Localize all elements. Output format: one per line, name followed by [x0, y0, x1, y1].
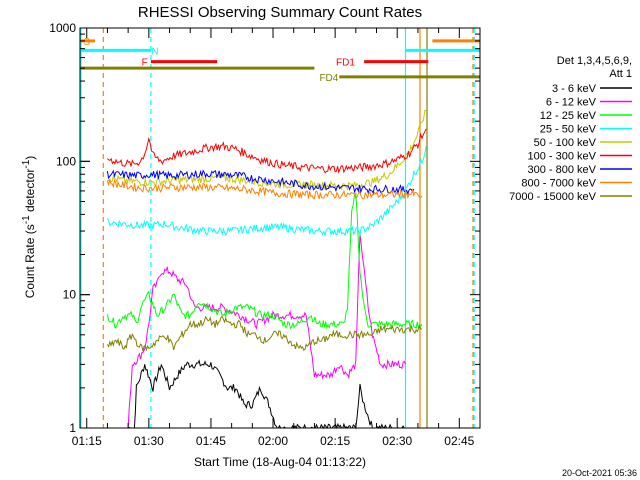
series-line [106, 178, 423, 200]
x-axis-label: Start Time (18-Aug-04 01:13:22) [194, 455, 366, 469]
series-line [106, 315, 423, 352]
x-tick-label: 01:45 [196, 434, 226, 448]
series-line [127, 233, 406, 428]
y-tick-label: 10 [63, 288, 77, 302]
y-label-sup2: -1 [21, 159, 32, 168]
y-axis-label: Count Rate (s-1 detector-1) [21, 156, 37, 299]
y-label-part1: Count Rate (s [23, 224, 37, 298]
series-line [107, 109, 427, 191]
x-tick-label: 02:45 [444, 434, 474, 448]
flag-label: N [151, 46, 158, 57]
legend-entry: 6 - 12 keV [546, 97, 597, 109]
chart-title: RHESSI Observing Summary Count Rates [138, 4, 422, 21]
legend-entry: 50 - 100 keV [534, 137, 597, 149]
y-tick-label: 1 [69, 421, 76, 435]
legend-entry: 12 - 25 keV [540, 110, 597, 122]
series-lines [106, 109, 427, 430]
x-tick-label: 01:30 [134, 434, 164, 448]
x-tick-label: 02:30 [382, 434, 412, 448]
axes: 1 10 100 1000 01:15 01:30 01:45 02:00 02:15 02:30… [49, 21, 481, 448]
legend-title: Det 1,3,4,5,6,9, [557, 55, 632, 67]
legend-entry: 3 - 6 keV [552, 83, 597, 95]
flag-label: F [142, 58, 148, 69]
x-tick-label: 02:15 [320, 434, 350, 448]
legend-entry: 300 - 800 keV [528, 164, 597, 176]
series-line [106, 191, 423, 331]
series-line [127, 359, 406, 430]
x-tick-label: 02:00 [258, 434, 288, 448]
series-line [106, 169, 415, 196]
legend-entry: 7000 - 15000 keV [509, 191, 597, 203]
plot-frame [79, 27, 481, 429]
flag-label: FD1 [336, 58, 355, 69]
series-line [106, 146, 427, 237]
legend-entry: 100 - 300 keV [528, 151, 597, 163]
legend: Det 1,3,4,5,6,9,Att 1 3 - 6 keV 6 - 12 keV… [509, 55, 632, 203]
flag-label: FD4 [319, 73, 338, 84]
legend-entry: 25 - 50 keV [540, 124, 597, 136]
flag-label: S [83, 37, 90, 48]
y-tick-label: 1000 [49, 21, 76, 35]
legend-entry: 800 - 7000 keV [521, 178, 596, 190]
plot-area [80, 28, 475, 428]
y-tick-label: 100 [56, 154, 76, 168]
y-label-sup1: -1 [21, 215, 32, 224]
y-label-part3: ) [23, 156, 37, 160]
timestamp: 20-Oct-2021 05:36 [562, 468, 637, 478]
legend-title: Att 1 [609, 68, 632, 80]
x-tick-label: 01:15 [72, 434, 102, 448]
y-label-part2: detector [23, 169, 37, 216]
series-line [107, 128, 427, 174]
